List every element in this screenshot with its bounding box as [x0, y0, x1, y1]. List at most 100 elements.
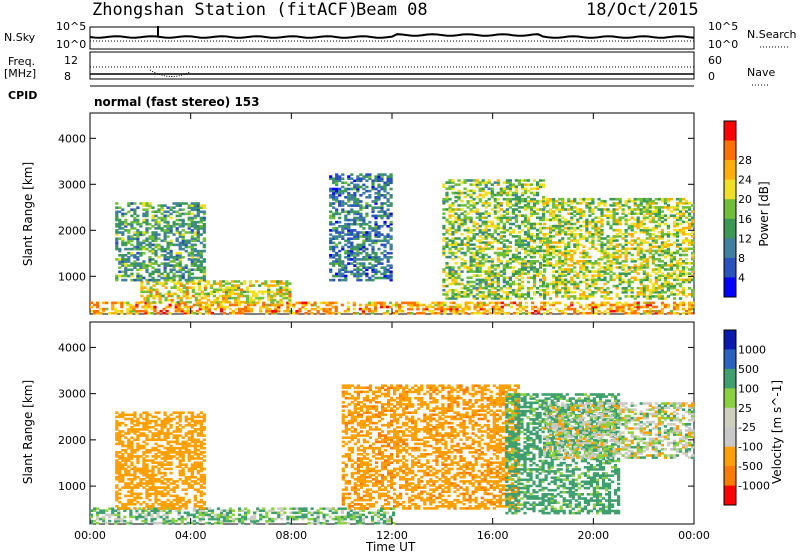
- power-cell: [636, 249, 640, 253]
- power-cell: [362, 187, 366, 191]
- power-cell: [148, 260, 152, 263]
- power-cell: [567, 204, 571, 207]
- power-cell: [681, 239, 686, 242]
- power-cell: [227, 294, 232, 298]
- power-cell: [484, 260, 488, 263]
- power-cell: [485, 309, 489, 313]
- power-cell: [526, 295, 531, 298]
- power-cell: [190, 222, 194, 226]
- power-cell: [688, 272, 692, 275]
- power-cell: [539, 231, 543, 234]
- power-cell: [356, 183, 360, 187]
- power-cell: [475, 249, 479, 253]
- velocity-cell: [177, 511, 181, 515]
- velocity-cell: [198, 513, 202, 517]
- power-cell: [136, 276, 140, 280]
- power-cell: [389, 264, 393, 267]
- power-cell: [362, 227, 366, 230]
- power-cell: [564, 253, 568, 257]
- power-cell: [115, 245, 119, 249]
- power-cell: [161, 284, 165, 287]
- power-cell: [484, 278, 488, 282]
- power-cell: [539, 241, 543, 244]
- power-cell: [648, 228, 652, 232]
- power-cell: [469, 268, 473, 271]
- power-cell: [490, 245, 494, 249]
- power-cell: [579, 210, 583, 213]
- power-cell: [517, 272, 521, 275]
- power-cell: [365, 233, 369, 236]
- power-cell: [521, 307, 526, 311]
- power-cell: [442, 280, 446, 284]
- power-cell: [502, 264, 506, 267]
- power-cell: [448, 216, 452, 220]
- velocity-cell: [117, 515, 121, 519]
- power-cell: [332, 229, 336, 232]
- power-cell: [526, 195, 531, 199]
- power-cell: [466, 293, 470, 296]
- power-cell: [356, 249, 360, 253]
- power-cell: [678, 257, 683, 261]
- velocity-cell: [195, 511, 199, 515]
- power-cell: [362, 175, 366, 178]
- power-cell: [199, 233, 203, 236]
- power-cell: [313, 301, 317, 305]
- power-cell: [681, 212, 686, 215]
- power-cell: [532, 255, 537, 259]
- power-cell: [505, 199, 509, 203]
- power-cell: [183, 311, 187, 315]
- power-cell: [561, 199, 565, 203]
- power-cell: [127, 237, 131, 240]
- power-cell: [606, 266, 610, 269]
- velocity-cell: [256, 507, 260, 510]
- power-cell: [114, 311, 118, 315]
- power-cell: [573, 286, 577, 290]
- power-cell: [383, 245, 387, 249]
- power-cell: [666, 286, 670, 290]
- power-cell: [691, 291, 695, 294]
- power-cell: [209, 284, 213, 287]
- power-cell: [523, 249, 528, 253]
- power-cell: [579, 233, 583, 236]
- power-cell: [279, 298, 283, 302]
- power-cell: [606, 264, 610, 267]
- power-cell: [508, 297, 512, 300]
- power-cell: [383, 272, 387, 276]
- power-cell: [606, 297, 610, 300]
- power-cell: [374, 214, 378, 218]
- power-cell: [133, 245, 137, 249]
- velocity-cell: [244, 513, 248, 517]
- power-cell: [675, 233, 680, 236]
- power-cell: [224, 282, 229, 285]
- power-cell: [218, 282, 223, 285]
- power-cell: [648, 293, 652, 296]
- power-cell: [350, 204, 354, 207]
- power-cell: [615, 212, 619, 215]
- power-cell: [154, 214, 158, 218]
- velocity-cell: [301, 513, 305, 517]
- power-cell: [502, 187, 506, 191]
- power-cell: [445, 199, 449, 203]
- power-cell: [511, 255, 515, 259]
- power-cell: [196, 264, 200, 267]
- power-cell: [555, 264, 559, 267]
- power-cell: [150, 305, 154, 309]
- power-cell: [118, 247, 122, 251]
- power-cell: [151, 270, 155, 274]
- power-cell: [460, 262, 464, 265]
- power-cell: [526, 228, 531, 232]
- power-cell: [603, 266, 607, 269]
- power-cell: [505, 264, 509, 267]
- power-cell: [285, 286, 289, 289]
- power-cell: [469, 260, 473, 263]
- power-cell: [603, 251, 607, 255]
- velocity-cell: [129, 509, 133, 512]
- power-cell: [133, 208, 137, 211]
- power-cell: [371, 239, 375, 243]
- power-cell: [666, 206, 670, 209]
- power-cell: [542, 197, 546, 201]
- power-cell: [526, 189, 531, 193]
- power-cell: [142, 247, 146, 251]
- power-cell: [645, 272, 649, 275]
- power-cell: [654, 224, 658, 228]
